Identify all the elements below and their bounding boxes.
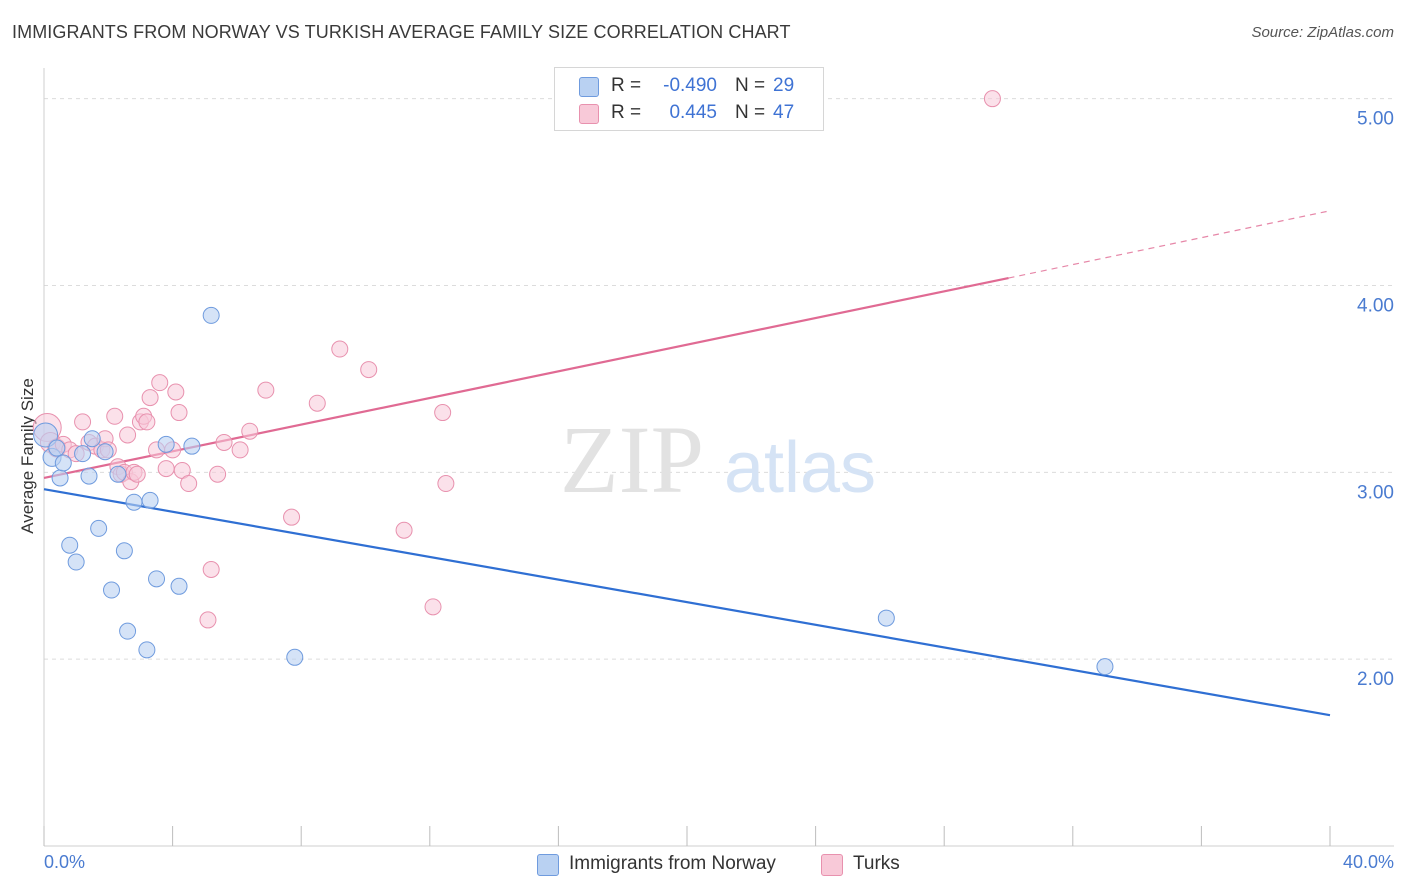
watermark: ZIP atlas — [560, 406, 876, 513]
data-point-turks — [231, 441, 249, 459]
data-point-norway — [54, 454, 72, 472]
legend-r-label: R = — [611, 75, 642, 96]
data-point-norway — [83, 430, 101, 448]
data-point-norway — [138, 641, 156, 659]
data-point-turks — [202, 560, 220, 578]
data-point-turks — [434, 404, 452, 422]
data-point-norway — [148, 570, 166, 588]
trend-line-norway — [43, 488, 1331, 717]
data-point-norway — [61, 536, 79, 554]
data-point-turks — [437, 475, 455, 493]
data-point-turks — [424, 598, 442, 616]
y-tick-label: 4.00 — [1357, 296, 1394, 317]
legend-swatch-turks — [579, 104, 599, 124]
data-point-turks — [180, 475, 198, 493]
data-point-turks — [74, 413, 92, 431]
watermark-atlas: atlas — [724, 428, 876, 508]
data-point-norway — [119, 622, 137, 640]
bottom-legend-label-turks: Turks — [853, 853, 900, 874]
legend-r-value: 0.445 — [669, 102, 717, 123]
data-point-turks — [170, 404, 188, 422]
data-point-turks — [395, 521, 413, 539]
bottom-legend-label-norway: Immigrants from Norway — [569, 853, 776, 874]
data-point-turks — [167, 383, 185, 401]
data-point-norway — [141, 491, 159, 509]
axes — [43, 68, 1394, 847]
gridlines — [44, 98, 1394, 660]
data-point-norway — [48, 439, 66, 457]
y-tick-label: 3.00 — [1357, 482, 1394, 503]
data-point-turks — [257, 381, 275, 399]
watermark-zip: ZIP — [560, 406, 704, 513]
data-point-norway — [74, 445, 92, 463]
chart-title: IMMIGRANTS FROM NORWAY VS TURKISH AVERAG… — [12, 22, 791, 42]
data-point-turks — [983, 90, 1001, 108]
y-tick-label: 2.00 — [1357, 669, 1394, 690]
data-point-turks — [241, 422, 259, 440]
data-point-norway — [115, 542, 133, 560]
data-point-norway — [33, 422, 59, 448]
legend-swatch-norway — [579, 77, 599, 97]
data-point-norway — [125, 493, 143, 511]
legend-r-label: R = — [611, 102, 642, 123]
source-label: Source: ZipAtlas.com — [1251, 24, 1394, 41]
data-point-norway — [170, 577, 188, 595]
correlation-legend: R = -0.490 N = 29 R = 0.445 N = 47 — [554, 67, 824, 131]
data-point-norway — [103, 581, 121, 599]
trend-line-turks-extension — [1008, 210, 1331, 279]
data-point-turks — [119, 426, 137, 444]
data-point-norway — [157, 435, 175, 453]
data-point-turks — [138, 413, 156, 431]
bottom-legend-swatch-norway — [537, 854, 559, 876]
data-point-norway — [109, 465, 127, 483]
data-point-norway — [96, 443, 114, 461]
data-point-turks — [199, 611, 217, 629]
legend-r-value: -0.490 — [663, 75, 717, 96]
legend-n-value: 47 — [773, 102, 795, 123]
y-tick-labels: 2.00 3.00 4.00 5.00 — [1357, 109, 1394, 690]
data-point-norway — [1096, 658, 1114, 676]
data-point-turks — [128, 465, 146, 483]
trend-line-turks — [43, 276, 1009, 480]
data-point-turks — [215, 433, 233, 451]
bottom-legend-swatch-turks — [821, 854, 843, 876]
data-point-norway — [51, 469, 69, 487]
data-point-norway — [80, 467, 98, 485]
data-point-turks — [157, 460, 175, 478]
data-point-turks — [106, 407, 124, 425]
legend-n-label: N = — [735, 75, 766, 96]
data-point-norway — [286, 648, 304, 666]
data-point-turks — [331, 340, 349, 358]
data-point-turks — [151, 374, 169, 392]
data-point-norway — [67, 553, 85, 571]
y-tick-label: 5.00 — [1357, 109, 1394, 130]
legend-n-label: N = — [735, 102, 766, 123]
data-point-norway — [877, 609, 895, 627]
data-point-turks — [283, 508, 301, 526]
data-point-turks — [308, 394, 326, 412]
x-tick-label-max: 40.0% — [1342, 852, 1394, 872]
data-point-norway — [202, 306, 220, 324]
data-point-turks — [209, 465, 227, 483]
data-point-turks — [141, 389, 159, 407]
data-point-norway — [90, 519, 108, 537]
trend-lines — [43, 210, 1331, 717]
data-point-turks — [360, 361, 378, 379]
data-point-norway — [183, 437, 201, 455]
legend-n-value: 29 — [773, 75, 795, 96]
data-points — [32, 90, 1114, 676]
x-tick-label-min: 0.0% — [44, 852, 86, 872]
